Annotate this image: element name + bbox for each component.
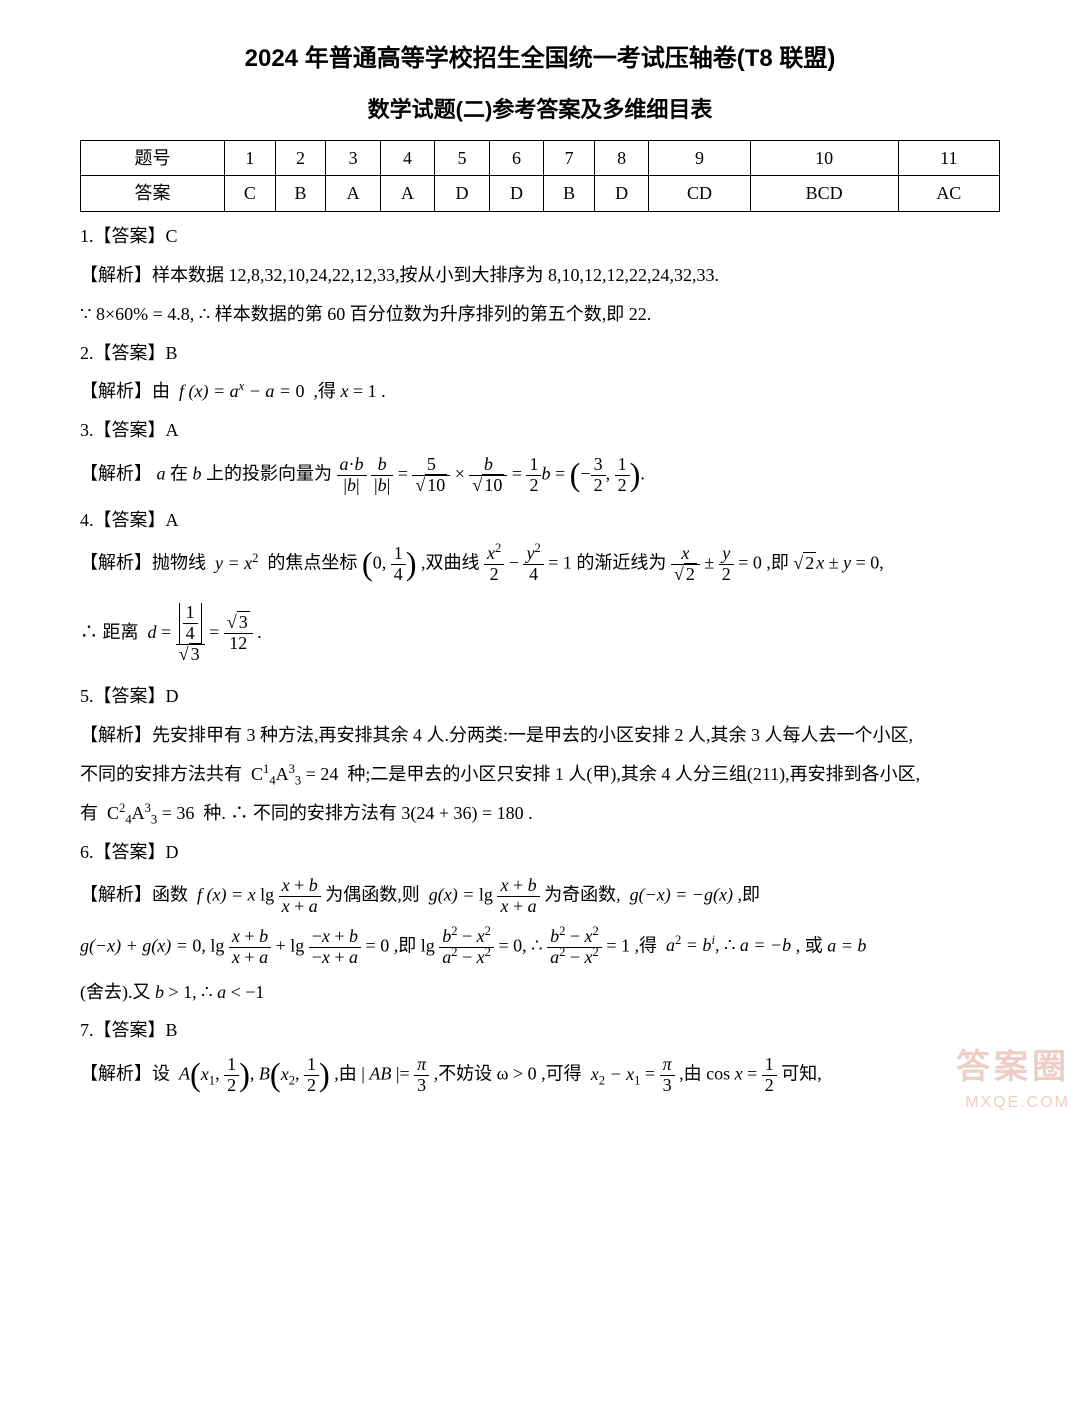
q5-l3d: 3(24 + 36) = 180 . [401, 803, 532, 823]
answer-table: 题号 1 2 3 4 5 6 7 8 9 10 11 答案 C B A A D … [80, 140, 1000, 213]
q3-frac4: b10 [469, 455, 507, 496]
col-9: 9 [649, 140, 750, 176]
q1-formula: ∵ 8×60% = 4.8, ∴ [80, 304, 210, 324]
q6-line3: (舍去).又 b > 1, ∴ a < −1 [80, 978, 1000, 1007]
col-2: 2 [275, 140, 326, 176]
q7-prefix: 【解析】设 [80, 1064, 170, 1084]
q6-label: 6.【答案】D [80, 838, 1000, 867]
q4-t5: ,即 [766, 553, 789, 573]
answer-label: 答案 [81, 176, 225, 212]
watermark: 答案圈 MXQE.COM [956, 1040, 1070, 1116]
q2-label: 2.【答案】B [80, 339, 1000, 368]
ans-8: D [594, 176, 648, 212]
q5-label: 5.【答案】D [80, 682, 1000, 711]
q4-label: 4.【答案】A [80, 506, 1000, 535]
col-8: 8 [594, 140, 648, 176]
col-4: 4 [380, 140, 434, 176]
q7-label: 7.【答案】B [80, 1016, 1000, 1045]
q6-l2b: ,即 [394, 935, 417, 955]
q4-t6: ∴ 距离 [80, 622, 139, 642]
q7-t1: ,由 [334, 1064, 357, 1084]
q5-l2c: 种;二是甲去的小区只安排 1 人(甲),其余 4 人分三组(211),再安排到各… [347, 764, 920, 784]
q3-frac2: b|b| [371, 455, 393, 496]
q3-frac3: 510 [412, 455, 450, 496]
q3-frac5: 12 [526, 455, 541, 496]
q6-l2c: ,得 [634, 935, 657, 955]
q3-analysis: 【解析】 a 在 b 上的投影向量为 a·b|b| b|b| = 510 × b… [80, 455, 1000, 496]
q4-distance: ∴ 距离 d = 143 = 312 . [80, 603, 1000, 664]
ans-10: BCD [750, 176, 898, 212]
q6-t2: 为奇函数, [544, 885, 621, 905]
ans-9: CD [649, 176, 750, 212]
table-header-row: 题号 1 2 3 4 5 6 7 8 9 10 11 [81, 140, 1000, 176]
q5-l3c: 种. ∴ 不同的安排方法有 [203, 803, 397, 823]
q1-analysis: 【解析】样本数据 12,8,32,10,24,22,12,33,按从小到大排序为… [80, 261, 1000, 290]
q5-analysis: 【解析】先安排甲有 3 种方法,再安排其余 4 人.分两类:一是甲去的小区安排 … [80, 721, 1000, 750]
col-6: 6 [489, 140, 543, 176]
main-title: 2024 年普通高等学校招生全国统一考试压轴卷(T8 联盟) [80, 40, 1000, 78]
sub-title: 数学试题(二)参考答案及多维细目表 [80, 92, 1000, 127]
q6-line2: g(−x) + g(x) = 0, lg x + bx + a + lg −x … [80, 927, 1000, 968]
ans-2: B [275, 176, 326, 212]
q7-analysis: 【解析】设 A(x1, 12), B(x2, 12) ,由 | AB |= π3… [80, 1055, 1000, 1096]
q5-line2: 不同的安排方法共有 C14A33 = 24 种;二是甲去的小区只安排 1 人(甲… [80, 760, 1000, 789]
col-1: 1 [225, 140, 276, 176]
q3-label: 3.【答案】A [80, 416, 1000, 445]
q6-prefix: 【解析】函数 [80, 885, 188, 905]
ans-5: D [435, 176, 489, 212]
q3-prefix: 【解析】 [80, 463, 152, 483]
q4-analysis: 【解析】抛物线 y = x2 的焦点坐标 (0, 14) ,双曲线 x22 − … [80, 544, 1000, 585]
col-11: 11 [898, 140, 999, 176]
col-3: 3 [326, 140, 380, 176]
q2-analysis: 【解析】由 f (x) = ax − a = 0 ,得 x = 1 . [80, 377, 1000, 406]
q6-t3: g(−x) = −g(x) [625, 885, 737, 905]
table-answer-row: 答案 C B A A D D B D CD BCD AC [81, 176, 1000, 212]
watermark-line2: MXQE.COM [956, 1090, 1070, 1116]
q1-label: 1.【答案】C [80, 222, 1000, 251]
ans-11: AC [898, 176, 999, 212]
ans-7: B [544, 176, 595, 212]
watermark-line1: 答案圈 [956, 1040, 1070, 1094]
q1-suffix: 样本数据的第 60 百分位数为升序排列的第五个数,即 22. [215, 304, 652, 324]
q4-t3: ,双曲线 [421, 553, 480, 573]
q2-formula: f (x) = ax − a = 0 [175, 381, 310, 401]
q6-analysis: 【解析】函数 f (x) = x lg x + bx + a 为偶函数,则 g(… [80, 876, 1000, 917]
ans-3: A [326, 176, 380, 212]
ans-4: A [380, 176, 434, 212]
q4-t2: 的焦点坐标 [267, 553, 357, 573]
ans-1: C [225, 176, 276, 212]
q5-l3a: 有 [80, 803, 98, 823]
col-10: 10 [750, 140, 898, 176]
q2-prefix: 【解析】由 [80, 381, 170, 401]
q7-t4: 可知, [781, 1064, 822, 1084]
q7-t2: ,不妨设 ω > 0 ,可得 [434, 1064, 582, 1084]
q1-calc: ∵ 8×60% = 4.8, ∴ 样本数据的第 60 百分位数为升序排列的第五个… [80, 300, 1000, 329]
q2-result: ,得 x = 1 . [314, 381, 386, 401]
q7-t3: ,由 [679, 1064, 702, 1084]
q5-line3: 有 C24A33 = 36 种. ∴ 不同的安排方法有 3(24 + 36) =… [80, 799, 1000, 828]
col-5: 5 [435, 140, 489, 176]
q6-l2e: 或 a = b [805, 935, 867, 955]
q5-l2a: 不同的安排方法共有 [80, 764, 242, 784]
header-label: 题号 [81, 140, 225, 176]
ans-6: D [489, 176, 543, 212]
q4-prefix: 【解析】抛物线 [80, 553, 206, 573]
col-7: 7 [544, 140, 595, 176]
q6-t1: 为偶函数,则 [325, 885, 420, 905]
q3-frac1: a·b|b| [337, 455, 367, 496]
q4-t4: 的渐近线为 [576, 553, 666, 573]
